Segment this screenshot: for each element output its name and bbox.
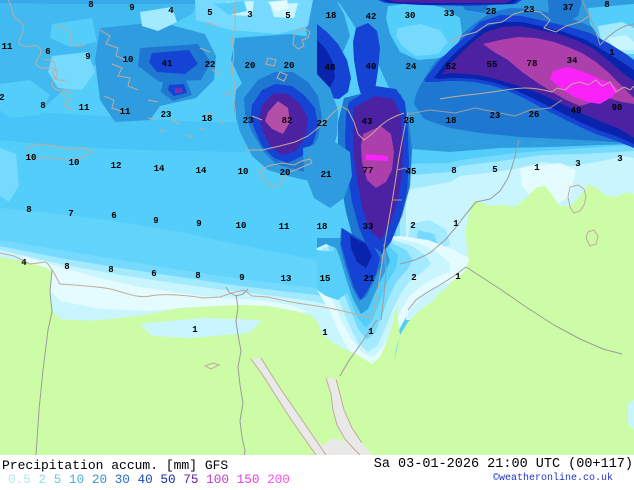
svg-text:26: 26 [529, 110, 540, 120]
svg-text:10: 10 [236, 221, 247, 231]
svg-text:30: 30 [405, 11, 416, 21]
svg-text:5: 5 [492, 165, 497, 175]
svg-text:4: 4 [21, 258, 27, 268]
svg-text:8: 8 [88, 0, 93, 10]
svg-text:10: 10 [238, 167, 249, 177]
svg-text:18: 18 [326, 11, 337, 21]
svg-text:20: 20 [280, 168, 291, 178]
svg-text:4: 4 [168, 6, 174, 16]
svg-text:20: 20 [245, 61, 256, 71]
svg-text:28: 28 [486, 7, 497, 17]
svg-text:11: 11 [2, 42, 13, 52]
svg-text:23: 23 [490, 111, 501, 121]
svg-text:41: 41 [162, 59, 173, 69]
svg-text:23: 23 [161, 110, 172, 120]
svg-text:1: 1 [322, 328, 328, 338]
svg-text:98: 98 [612, 103, 623, 113]
svg-text:18: 18 [317, 222, 328, 232]
svg-text:43: 43 [362, 117, 373, 127]
svg-text:18: 18 [446, 116, 457, 126]
svg-text:6: 6 [45, 47, 50, 57]
svg-text:8: 8 [604, 0, 609, 10]
svg-text:14: 14 [196, 166, 207, 176]
svg-text:8: 8 [451, 166, 456, 176]
svg-text:10: 10 [26, 153, 37, 163]
svg-text:55: 55 [487, 60, 498, 70]
svg-text:3: 3 [575, 159, 580, 169]
svg-text:1: 1 [455, 272, 461, 282]
svg-text:1: 1 [453, 219, 459, 229]
svg-text:5: 5 [285, 11, 290, 21]
svg-text:21: 21 [364, 274, 375, 284]
svg-text:6: 6 [151, 269, 156, 279]
svg-text:14: 14 [154, 164, 165, 174]
svg-text:10: 10 [69, 158, 80, 168]
svg-text:37: 37 [563, 3, 574, 13]
svg-text:77: 77 [363, 166, 374, 176]
svg-text:8: 8 [26, 205, 31, 215]
svg-text:24: 24 [406, 62, 417, 72]
svg-text:40: 40 [366, 62, 377, 72]
svg-text:23: 23 [243, 116, 254, 126]
svg-text:7: 7 [68, 209, 73, 219]
svg-text:11: 11 [120, 107, 131, 117]
svg-text:1: 1 [368, 327, 374, 337]
svg-text:8: 8 [195, 271, 200, 281]
svg-text:9: 9 [153, 216, 158, 226]
svg-text:10: 10 [123, 55, 134, 65]
svg-text:12: 12 [111, 161, 122, 171]
svg-text:11: 11 [279, 222, 290, 232]
svg-text:18: 18 [202, 114, 213, 124]
svg-text:78: 78 [527, 59, 538, 69]
svg-text:8: 8 [40, 101, 45, 111]
svg-text:52: 52 [446, 62, 457, 72]
svg-text:23: 23 [524, 5, 535, 15]
svg-text:8: 8 [108, 265, 113, 275]
svg-text:3: 3 [617, 154, 622, 164]
svg-text:22: 22 [317, 119, 328, 129]
svg-text:9: 9 [129, 3, 134, 13]
svg-text:33: 33 [444, 9, 455, 19]
svg-text:11: 11 [79, 103, 90, 113]
svg-text:2: 2 [410, 221, 415, 231]
svg-text:1: 1 [534, 163, 540, 173]
svg-text:8: 8 [64, 262, 69, 272]
svg-text:20: 20 [284, 61, 295, 71]
svg-text:9: 9 [85, 52, 90, 62]
svg-text:3: 3 [247, 10, 252, 20]
svg-text:22: 22 [205, 60, 216, 70]
svg-text:2: 2 [0, 93, 5, 103]
svg-text:45: 45 [406, 167, 417, 177]
svg-text:1: 1 [192, 325, 198, 335]
svg-text:21: 21 [321, 170, 332, 180]
svg-text:9: 9 [239, 273, 244, 283]
svg-text:33: 33 [363, 222, 374, 232]
svg-text:48: 48 [325, 63, 336, 73]
svg-text:15: 15 [320, 274, 331, 284]
svg-text:5: 5 [207, 8, 212, 18]
svg-text:2: 2 [411, 273, 416, 283]
svg-text:28: 28 [404, 116, 415, 126]
svg-text:13: 13 [281, 274, 292, 284]
svg-text:42: 42 [366, 12, 377, 22]
svg-text:9: 9 [196, 219, 201, 229]
svg-text:6: 6 [111, 211, 116, 221]
svg-text:1: 1 [609, 48, 615, 58]
svg-text:34: 34 [567, 56, 578, 66]
svg-text:82: 82 [282, 116, 293, 126]
svg-text:49: 49 [571, 106, 582, 116]
